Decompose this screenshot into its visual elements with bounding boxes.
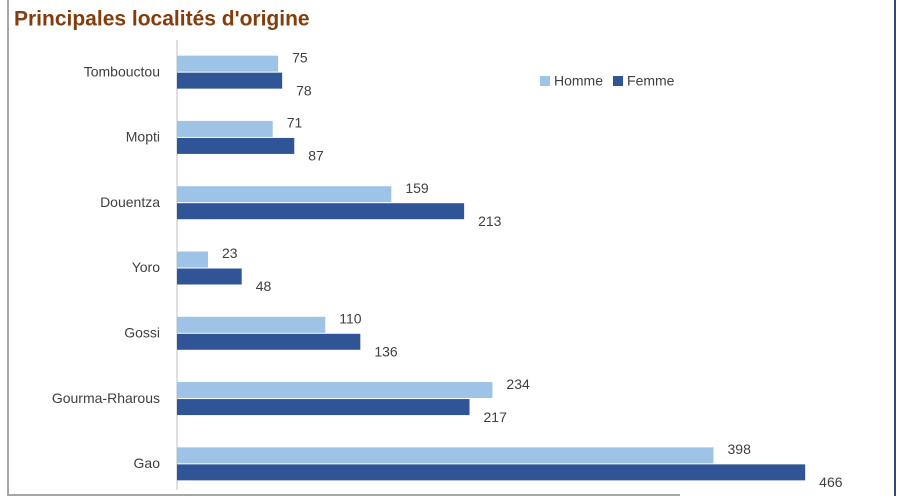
bar [177,464,806,481]
bar [177,316,326,333]
data-label: 398 [728,441,752,457]
data-label: 217 [484,409,508,425]
bar [177,55,279,72]
data-label: 87 [308,148,324,164]
bar [177,72,283,89]
data-label: 48 [256,278,272,294]
bar [177,137,295,154]
bar [177,186,392,203]
legend-label: Femme [627,73,675,89]
data-label: 71 [287,115,303,131]
y-tick-label: Gourma-Rharous [52,390,160,406]
data-label: 75 [292,49,308,65]
y-tick-label: Gao [134,455,161,471]
data-label: 78 [296,82,312,98]
data-label: 110 [339,310,362,326]
legend-swatch [613,76,624,86]
legend-label: Homme [554,73,603,89]
data-label: 136 [374,343,398,359]
data-label: 466 [819,474,843,490]
legend-swatch [540,76,550,86]
bar [177,333,361,350]
data-label: 234 [506,376,530,392]
bar [177,382,493,399]
y-tick-label: Mopti [126,129,160,145]
data-label: 23 [222,245,238,261]
y-tick-label: Douentza [100,194,160,210]
data-label: 159 [405,180,429,196]
bar [177,203,465,220]
bar [177,268,242,285]
y-tick-label: Tombouctou [84,63,160,79]
chart-title: Principales localités d'origine [14,8,310,31]
data-label: 213 [478,213,502,229]
bar [177,251,209,268]
y-tick-label: Gossi [124,324,160,340]
bar [177,399,470,416]
bar [177,120,273,137]
y-tick-label: Yoro [132,259,161,275]
bar [177,447,714,464]
